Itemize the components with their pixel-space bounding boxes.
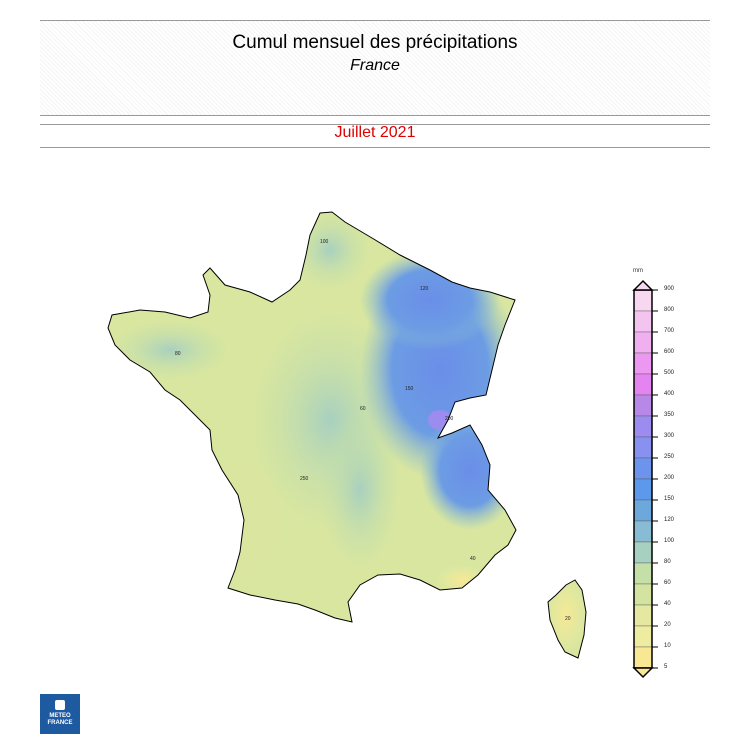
legend-band (633, 646, 653, 669)
legend-arrow-down-icon (632, 667, 654, 679)
divider (40, 124, 710, 125)
legend-tick-label: 400 (664, 391, 675, 397)
logo-mark-icon (55, 700, 65, 710)
legend-band (633, 583, 653, 606)
contour-label: 200 (445, 416, 454, 422)
contour-label: 250 (300, 476, 309, 482)
map-title: Cumul mensuel des précipitations (232, 32, 518, 53)
legend-tick-label: 250 (664, 454, 675, 460)
period-label: Juillet 2021 (334, 124, 416, 141)
legend-band (633, 331, 653, 354)
legend-tick-label: 300 (664, 433, 675, 439)
logo-text: METEO (49, 713, 71, 719)
legend-arrow-up-icon (632, 279, 654, 291)
legend-tick-label: 5 (664, 664, 668, 670)
legend-band (633, 394, 653, 417)
legend-tick-label: 900 (664, 286, 675, 292)
legend-tick-label: 700 (664, 328, 675, 334)
contour-label: 120 (420, 286, 429, 292)
legend-tick-label: 150 (664, 496, 675, 502)
legend-band (633, 541, 653, 564)
meteo-france-logo: METEO FRANCE (40, 694, 80, 734)
logo-text: FRANCE (47, 720, 73, 726)
legend-band (633, 436, 653, 459)
contour-label: 60 (360, 406, 366, 412)
legend-tick-label: 10 (664, 643, 671, 649)
contour-label: 40 (470, 556, 476, 562)
legend-tick-label: 200 (664, 475, 675, 481)
legend-tick-label: 600 (664, 349, 675, 355)
legend-band (633, 478, 653, 501)
legend-band (633, 625, 653, 648)
legend-band (633, 310, 653, 333)
legend-tick-label: 60 (664, 580, 671, 586)
france-outline (107, 211, 587, 659)
legend-tick-label: 80 (664, 559, 671, 565)
legend-tick-label: 100 (664, 538, 675, 544)
legend-band (633, 562, 653, 585)
legend-band (633, 373, 653, 396)
map-subtitle: France (350, 57, 400, 74)
legend-band (633, 457, 653, 480)
legend-band (633, 499, 653, 522)
contour-label: 150 (405, 386, 414, 392)
contour-label: 80 (175, 351, 181, 357)
legend-band (633, 352, 653, 375)
legend-unit: mm (633, 268, 643, 274)
legend-tick-label: 120 (664, 517, 675, 523)
legend-band (633, 415, 653, 438)
legend-tick-label: 350 (664, 412, 675, 418)
header-box (40, 20, 710, 116)
legend-band (633, 604, 653, 627)
contour-label: 20 (565, 616, 571, 622)
legend-band (633, 289, 653, 312)
legend-band (633, 520, 653, 543)
legend-tick-label: 40 (664, 601, 671, 607)
legend-tick-label: 800 (664, 307, 675, 313)
color-scale-bar (632, 279, 658, 679)
legend-tick-label: 500 (664, 370, 675, 376)
divider (40, 147, 710, 148)
contour-label: 100 (320, 239, 329, 245)
legend-tick-label: 20 (664, 622, 671, 628)
